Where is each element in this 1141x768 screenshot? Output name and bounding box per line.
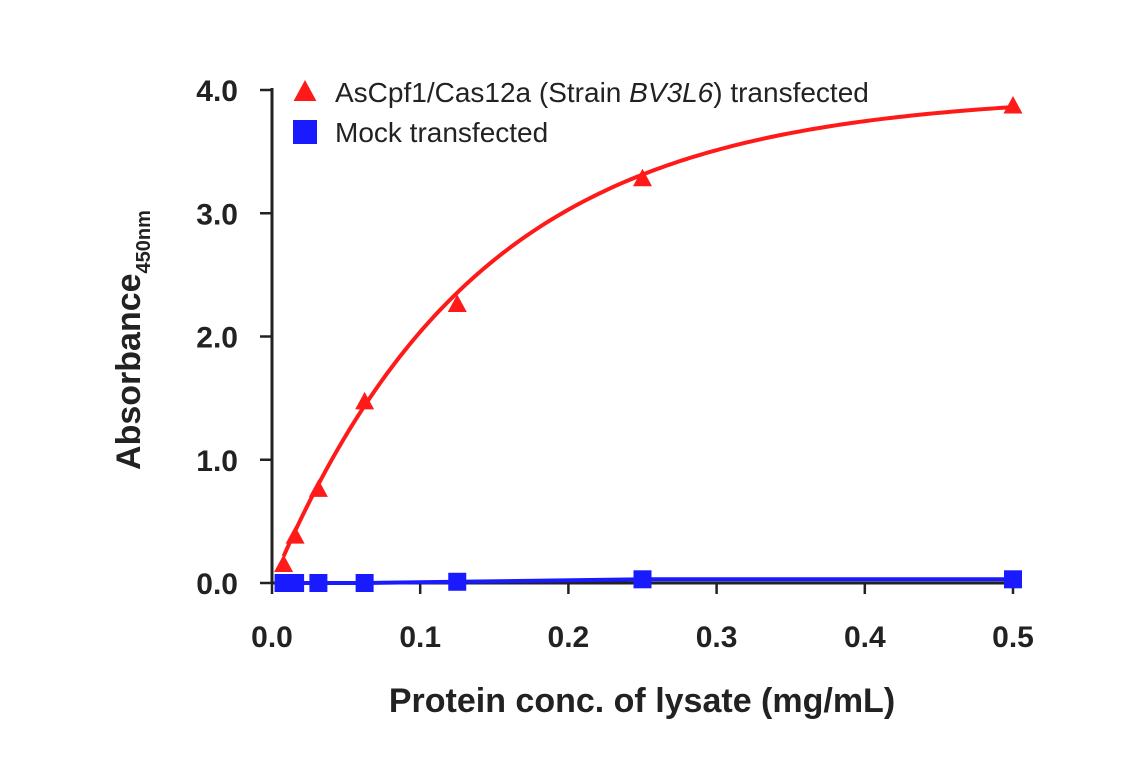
series-1-fit-line bbox=[281, 105, 1014, 558]
data-point-square bbox=[355, 574, 374, 592]
legend-item-2: Mock transfected bbox=[293, 117, 548, 148]
legend-label-part: ) transfected bbox=[713, 77, 869, 108]
y-tick-label: 1.0 bbox=[196, 445, 238, 478]
data-point-square bbox=[309, 574, 328, 592]
x-axis-title: Protein conc. of lysate (mg/mL) bbox=[389, 682, 895, 720]
legend-item-1: AsCpf1/Cas12a (Strain BV3L6) transfected bbox=[293, 77, 869, 108]
x-tick-label: 0.3 bbox=[696, 621, 738, 654]
legend-label-1: AsCpf1/Cas12a (Strain BV3L6) transfected bbox=[335, 77, 869, 108]
legend-triangle-marker bbox=[293, 80, 317, 101]
data-point-triangle bbox=[447, 294, 467, 312]
y-tick-label: 0.0 bbox=[196, 568, 238, 601]
legend-label-part: Mock transfected bbox=[335, 117, 548, 148]
data-point-triangle bbox=[274, 554, 294, 573]
legend: AsCpf1/Cas12a (Strain BV3L6) transfected… bbox=[293, 77, 869, 148]
legend-label-2: Mock transfected bbox=[335, 117, 548, 148]
data-point-triangle bbox=[355, 391, 375, 410]
y-tick-label: 2.0 bbox=[196, 322, 238, 355]
x-tick-label: 0.0 bbox=[251, 621, 293, 654]
series-1 bbox=[274, 96, 1023, 573]
x-tick-label: 0.2 bbox=[548, 621, 590, 654]
y-axis-title: Absorbance450nm bbox=[110, 210, 155, 470]
data-point-square bbox=[1004, 570, 1022, 589]
data-point-square bbox=[448, 572, 467, 591]
y-tick-label: 3.0 bbox=[196, 198, 238, 231]
data-point-triangle bbox=[633, 168, 652, 187]
series-layer bbox=[274, 96, 1023, 592]
x-tick-label: 0.5 bbox=[992, 621, 1034, 654]
x-tick-label: 0.4 bbox=[844, 621, 886, 654]
series-2 bbox=[274, 570, 1022, 592]
legend-label-part: AsCpf1/Cas12a (Strain bbox=[335, 77, 629, 108]
y-tick-label: 4.0 bbox=[196, 75, 238, 108]
legend-label-part: BV3L6 bbox=[629, 77, 713, 108]
data-point-square bbox=[286, 574, 305, 592]
x-tick-label: 0.1 bbox=[399, 621, 441, 654]
data-point-square bbox=[633, 570, 652, 589]
legend-square-marker bbox=[293, 120, 317, 144]
y-axis-title-main: Absorbance bbox=[110, 273, 148, 470]
y-axis-title-subscript: 450nm bbox=[133, 210, 155, 273]
data-point-triangle bbox=[308, 479, 328, 497]
data-point-triangle bbox=[285, 526, 305, 544]
data-point-triangle bbox=[1003, 96, 1023, 114]
axes: 0.0 0.1 0.2 0.3 0.4 0.5 0.0 1.0 2.0 3.0 4.0 bbox=[196, 75, 1034, 654]
